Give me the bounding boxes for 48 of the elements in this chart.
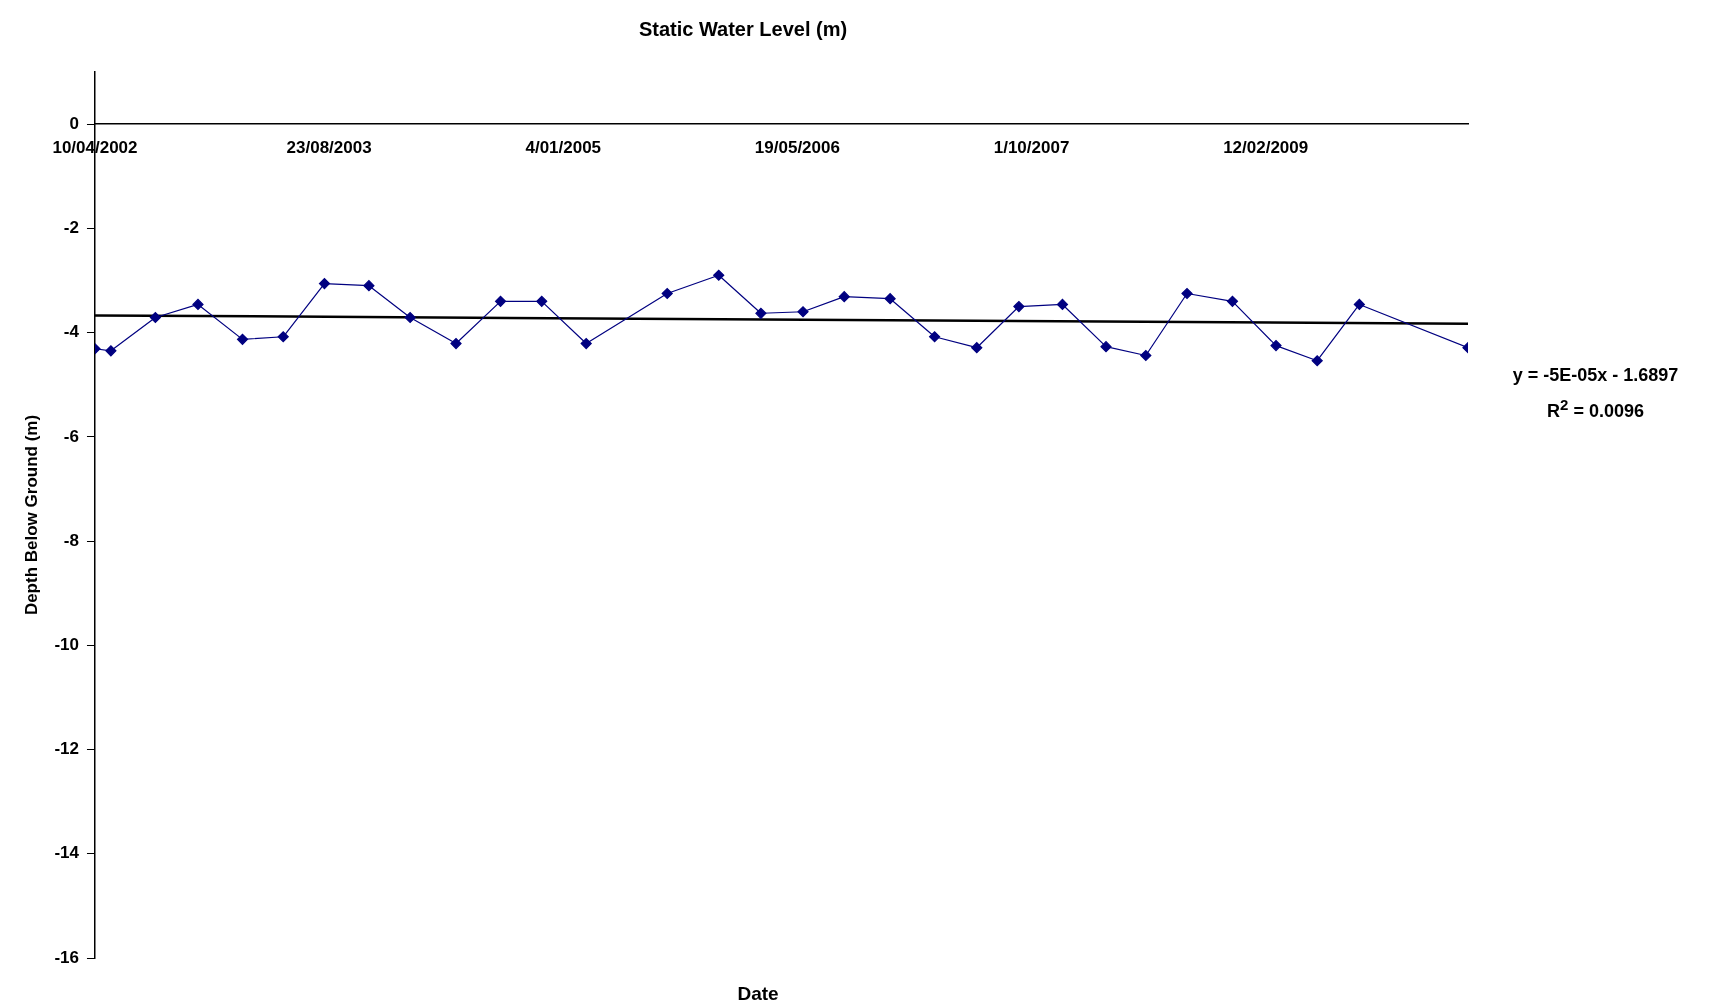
point [494, 295, 507, 307]
point [277, 331, 289, 343]
point [192, 298, 204, 311]
point [1100, 341, 1112, 353]
y-tick-label: -14 [54, 843, 80, 863]
point [1181, 287, 1193, 300]
x-tick-label: 12/02/2009 [1223, 138, 1309, 158]
point [1311, 355, 1323, 367]
x-axis-title: Date [736, 983, 780, 1005]
y-tick-label: -6 [63, 426, 79, 446]
y-axis-title: Depth Below Ground (m) [21, 414, 41, 616]
point [1270, 340, 1282, 352]
point [1056, 298, 1069, 311]
point [1226, 295, 1239, 307]
y-tick-label: -4 [63, 322, 80, 342]
point [318, 278, 331, 290]
point [404, 311, 416, 324]
point [536, 295, 548, 307]
point [580, 337, 592, 350]
point [105, 345, 117, 357]
point [450, 337, 462, 350]
point [1353, 298, 1365, 311]
x-tick-label: 23/08/2003 [286, 138, 372, 158]
x-tick-label: 19/05/2006 [754, 138, 840, 158]
x-tick-label: 4/01/2005 [525, 138, 602, 158]
y-tick-label: -16 [54, 947, 79, 967]
y-tick-label: 0 [69, 113, 79, 133]
y-tick-label: -2 [63, 218, 79, 238]
y-tick-label: -12 [54, 739, 79, 759]
text: R$^{2}$ = 0.0096 [1546, 395, 1645, 423]
point [236, 333, 249, 345]
point [1013, 300, 1025, 313]
point [929, 331, 941, 343]
point [884, 293, 896, 305]
x-tick-label: 1/10/2007 [993, 138, 1070, 158]
point [838, 291, 850, 303]
chart-title: Static Water Level (m) [638, 17, 848, 40]
point [149, 311, 161, 324]
point [971, 342, 983, 354]
text: y = -5E-05x - 1.6897 [1511, 364, 1680, 387]
point [797, 306, 809, 318]
y-tick-label: -8 [63, 530, 79, 550]
y-tick-label: -10 [54, 634, 79, 654]
point [1140, 349, 1152, 362]
point [713, 269, 725, 281]
point [661, 287, 673, 300]
point [755, 307, 767, 319]
point [363, 280, 375, 292]
